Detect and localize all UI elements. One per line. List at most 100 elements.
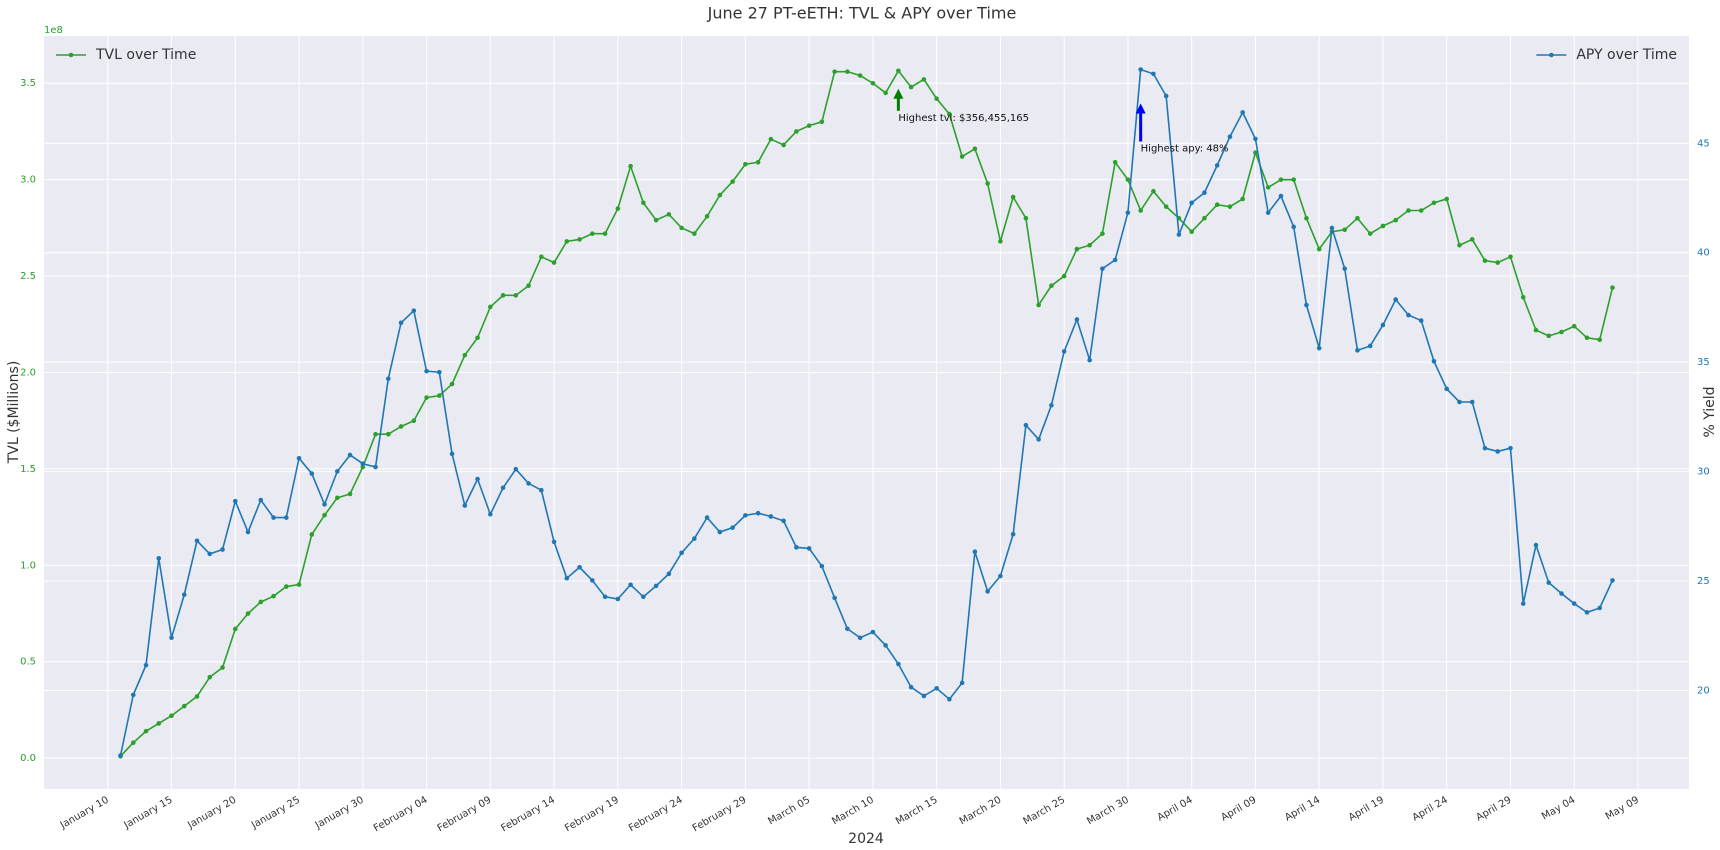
series-line: [119, 69, 1614, 757]
data-point: [1125, 210, 1131, 215]
data-point: [1112, 160, 1118, 165]
plot-area: [44, 36, 1689, 789]
x-tick-label: February 09: [436, 795, 494, 835]
x-tick-label: March 15: [894, 795, 940, 828]
data-point: [666, 571, 672, 577]
data-point: [309, 471, 315, 476]
data-point: [1061, 273, 1067, 279]
data-point: [1342, 227, 1347, 233]
y-offset-label: 1e8: [44, 25, 63, 36]
data-point: [488, 511, 493, 517]
data-point: [819, 119, 825, 125]
x-tick-label: January 20: [185, 795, 238, 832]
data-point: [1074, 246, 1080, 252]
data-point: [1265, 185, 1271, 190]
data-point: [1380, 223, 1386, 229]
data-point: [896, 68, 901, 74]
data-point: [743, 513, 748, 518]
data-point: [424, 395, 429, 400]
data-point: [462, 503, 468, 508]
data-point: [1214, 163, 1220, 168]
data-point: [1049, 283, 1054, 289]
x-tick-label: April 09: [1219, 795, 1258, 824]
data-point: [730, 179, 735, 184]
data-point: [1329, 225, 1335, 231]
data-point: [130, 692, 136, 698]
data-point: [1431, 358, 1437, 364]
data-point: [1240, 196, 1245, 202]
x-tick-label: February 14: [499, 795, 557, 835]
chart-title: June 27 PT-eETH: TVL & APY over Time: [707, 4, 1017, 23]
data-point: [717, 529, 723, 535]
data-point: [717, 192, 723, 198]
data-point: [169, 713, 174, 719]
data-point: [1444, 386, 1450, 392]
data-point: [194, 538, 200, 544]
legend-label: TVL over Time: [95, 47, 196, 63]
data-point: [1520, 601, 1526, 606]
data-point: [539, 487, 544, 493]
data-point: [768, 136, 774, 142]
x-tick-label: January 25: [249, 795, 302, 832]
data-point: [806, 546, 812, 551]
data-point: [1406, 312, 1411, 318]
data-point: [870, 80, 876, 86]
data-point: [1546, 580, 1552, 585]
data-point: [564, 575, 570, 581]
y2-tick-label: 25: [1697, 576, 1710, 587]
data-point: [1023, 215, 1029, 221]
data-point: [1049, 402, 1054, 408]
data-point: [755, 510, 761, 516]
data-point: [1406, 208, 1411, 213]
data-point: [692, 231, 697, 236]
data-point: [232, 626, 238, 632]
data-point: [1610, 578, 1615, 583]
data-point: [1610, 285, 1615, 290]
legend-marker: [68, 52, 74, 58]
series-line: [119, 68, 1614, 756]
data-point: [704, 515, 710, 520]
data-point: [870, 629, 876, 635]
data-point: [207, 674, 213, 680]
x-tick-label: April 24: [1411, 795, 1450, 824]
data-point: [1010, 531, 1016, 537]
data-point: [755, 160, 761, 165]
data-point: [386, 431, 391, 437]
data-point: [959, 154, 965, 159]
data-point: [679, 550, 684, 556]
data-point: [896, 661, 901, 667]
x-tick-label: February 19: [563, 795, 621, 835]
data-point: [118, 753, 123, 758]
data-point: [500, 293, 506, 298]
data-point: [972, 146, 978, 152]
annotation: Highest apy: 48%: [1141, 143, 1229, 154]
data-point: [258, 599, 264, 605]
x-tick-label: May 04: [1540, 795, 1577, 823]
legend: TVL over Time: [56, 47, 196, 63]
data-point: [653, 217, 659, 223]
data-point: [130, 740, 136, 746]
data-point: [781, 518, 786, 524]
data-point: [998, 573, 1003, 579]
data-point: [1278, 177, 1284, 182]
y-tick-label: 1.5: [20, 464, 36, 475]
data-point: [449, 451, 455, 457]
y2-tick-label: 20: [1697, 685, 1710, 696]
x-tick-label: March 20: [958, 795, 1004, 828]
y2-tick-label: 30: [1697, 467, 1710, 478]
data-point: [934, 96, 939, 101]
data-point: [615, 596, 621, 602]
data-point: [1138, 67, 1143, 72]
data-point: [564, 239, 570, 244]
x-tick-label: March 10: [830, 795, 876, 828]
data-point: [296, 455, 302, 461]
data-point: [768, 514, 774, 519]
data-point: [1316, 246, 1322, 252]
data-point: [513, 293, 519, 298]
data-point: [1278, 193, 1284, 199]
data-point: [1214, 202, 1220, 208]
y-tick-label: 1.0: [20, 560, 36, 571]
data-point: [386, 376, 391, 382]
data-point: [794, 129, 799, 134]
data-point: [577, 237, 582, 242]
